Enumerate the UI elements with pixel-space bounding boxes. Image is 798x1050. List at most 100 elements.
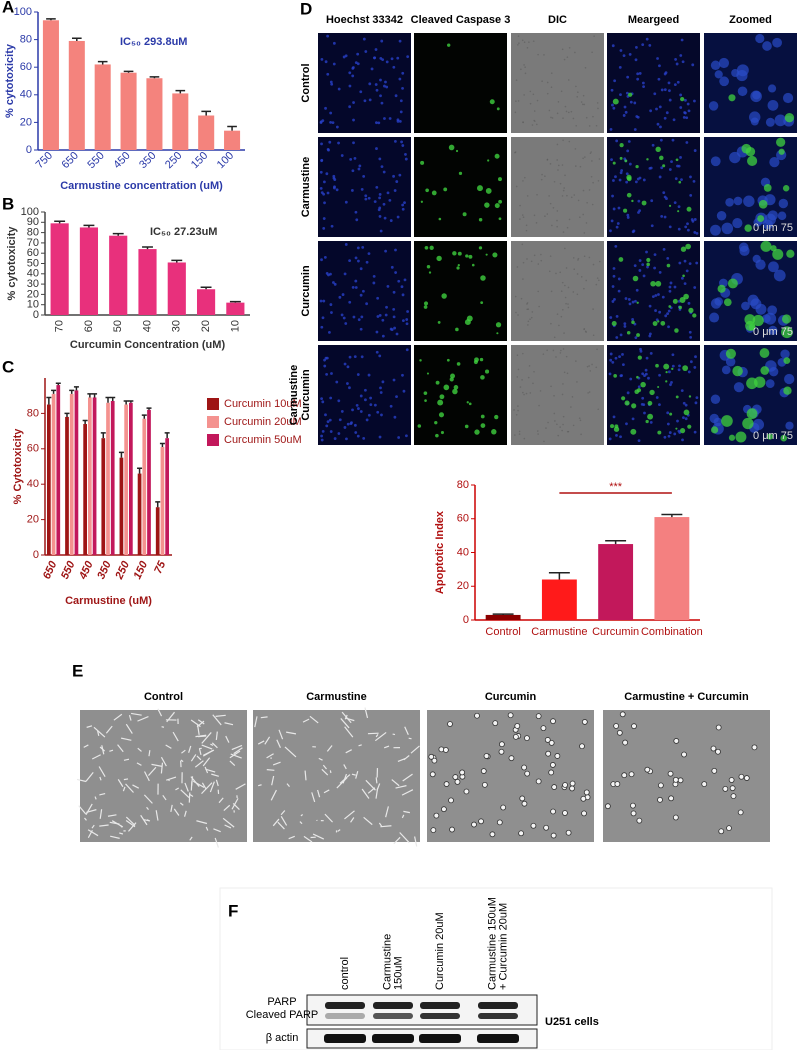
texture: [576, 381, 578, 383]
caspase-signal: [626, 330, 631, 335]
texture: [521, 243, 524, 246]
nucleus: [619, 333, 623, 337]
cell: [711, 767, 718, 774]
nucleus: [340, 313, 344, 317]
texture: [551, 117, 554, 119]
cell: [266, 769, 275, 771]
texture: [580, 101, 583, 103]
nucleus: [389, 404, 393, 408]
texture: [583, 328, 585, 331]
cell: [569, 780, 576, 787]
texture: [553, 412, 556, 415]
nucleus: [377, 208, 381, 212]
nucleus: [666, 256, 670, 260]
cell: [84, 817, 87, 821]
cell: [507, 712, 514, 719]
error-bar: [92, 393, 98, 398]
caspase-signal: [636, 375, 639, 379]
cell: [190, 719, 201, 728]
caspase-signal: [471, 263, 475, 267]
nucleus: [710, 298, 722, 309]
error-bar: [171, 259, 183, 263]
cell: [672, 776, 679, 783]
bar: [137, 473, 142, 555]
texture: [530, 316, 533, 319]
caspase-signal: [619, 142, 624, 148]
nucleus: [611, 44, 615, 48]
nucleus: [625, 422, 628, 426]
cell: [737, 809, 744, 816]
cell: [160, 756, 167, 767]
nucleus: [784, 373, 795, 385]
cell: [363, 816, 373, 826]
nucleus: [326, 147, 330, 151]
nucleus: [631, 417, 635, 421]
texture: [587, 392, 589, 394]
texture: [577, 257, 580, 260]
nucleus: [388, 198, 392, 202]
lane-label: 150uM: [392, 956, 404, 990]
x-tick-label: 60: [83, 320, 95, 332]
caspase-signal: [677, 210, 680, 213]
band: [372, 1034, 414, 1043]
nucleus: [332, 41, 336, 45]
x-tick-label: 250: [163, 150, 184, 171]
texture: [516, 376, 519, 378]
cell: [280, 810, 286, 816]
nucleus: [321, 316, 325, 320]
texture: [533, 370, 535, 373]
caspase-signal: [494, 203, 500, 209]
cell: [212, 714, 222, 726]
error-bar: [155, 501, 161, 508]
texture: [548, 195, 550, 197]
nucleus: [778, 198, 789, 209]
cell: [681, 751, 687, 758]
texture: [591, 203, 594, 206]
cell: [621, 772, 628, 779]
nucleus: [360, 315, 364, 319]
nucleus: [710, 156, 721, 167]
texture: [525, 229, 528, 232]
nucleus: [665, 111, 669, 115]
caspase-signal: [746, 408, 758, 420]
nucleus: [660, 214, 664, 218]
texture: [557, 101, 560, 103]
texture: [562, 139, 564, 142]
nucleus: [626, 216, 630, 219]
nucleus: [372, 281, 376, 285]
texture: [562, 348, 565, 350]
nucleus: [617, 206, 621, 210]
caspase-signal: [723, 298, 732, 307]
nucleus: [624, 110, 628, 114]
texture: [527, 320, 530, 323]
bar: [146, 78, 163, 150]
blot: [306, 994, 538, 1026]
texture: [516, 354, 519, 357]
nucleus: [348, 71, 352, 75]
caspase-signal: [630, 428, 637, 435]
x-tick-label: 750: [34, 150, 55, 171]
nucleus: [340, 410, 344, 413]
nucleus: [376, 296, 380, 300]
texture: [597, 107, 599, 110]
nucleus: [385, 60, 389, 64]
caspase-signal: [668, 305, 672, 308]
nucleus: [710, 394, 721, 404]
caspase-signal: [666, 263, 671, 268]
cell: [521, 800, 528, 807]
nucleus: [332, 281, 335, 284]
nucleus: [329, 120, 332, 124]
nucleus: [689, 193, 693, 197]
texture: [563, 58, 566, 61]
texture: [513, 409, 515, 411]
texture: [592, 334, 595, 337]
nucleus: [768, 84, 777, 93]
nucleus: [333, 437, 337, 440]
caspase-signal: [728, 94, 736, 102]
texture: [533, 110, 536, 112]
x-tick-label: 100: [215, 150, 236, 171]
nucleus: [725, 356, 736, 367]
nucleus: [354, 256, 358, 260]
caspase-signal: [468, 254, 473, 259]
texture: [546, 158, 549, 161]
